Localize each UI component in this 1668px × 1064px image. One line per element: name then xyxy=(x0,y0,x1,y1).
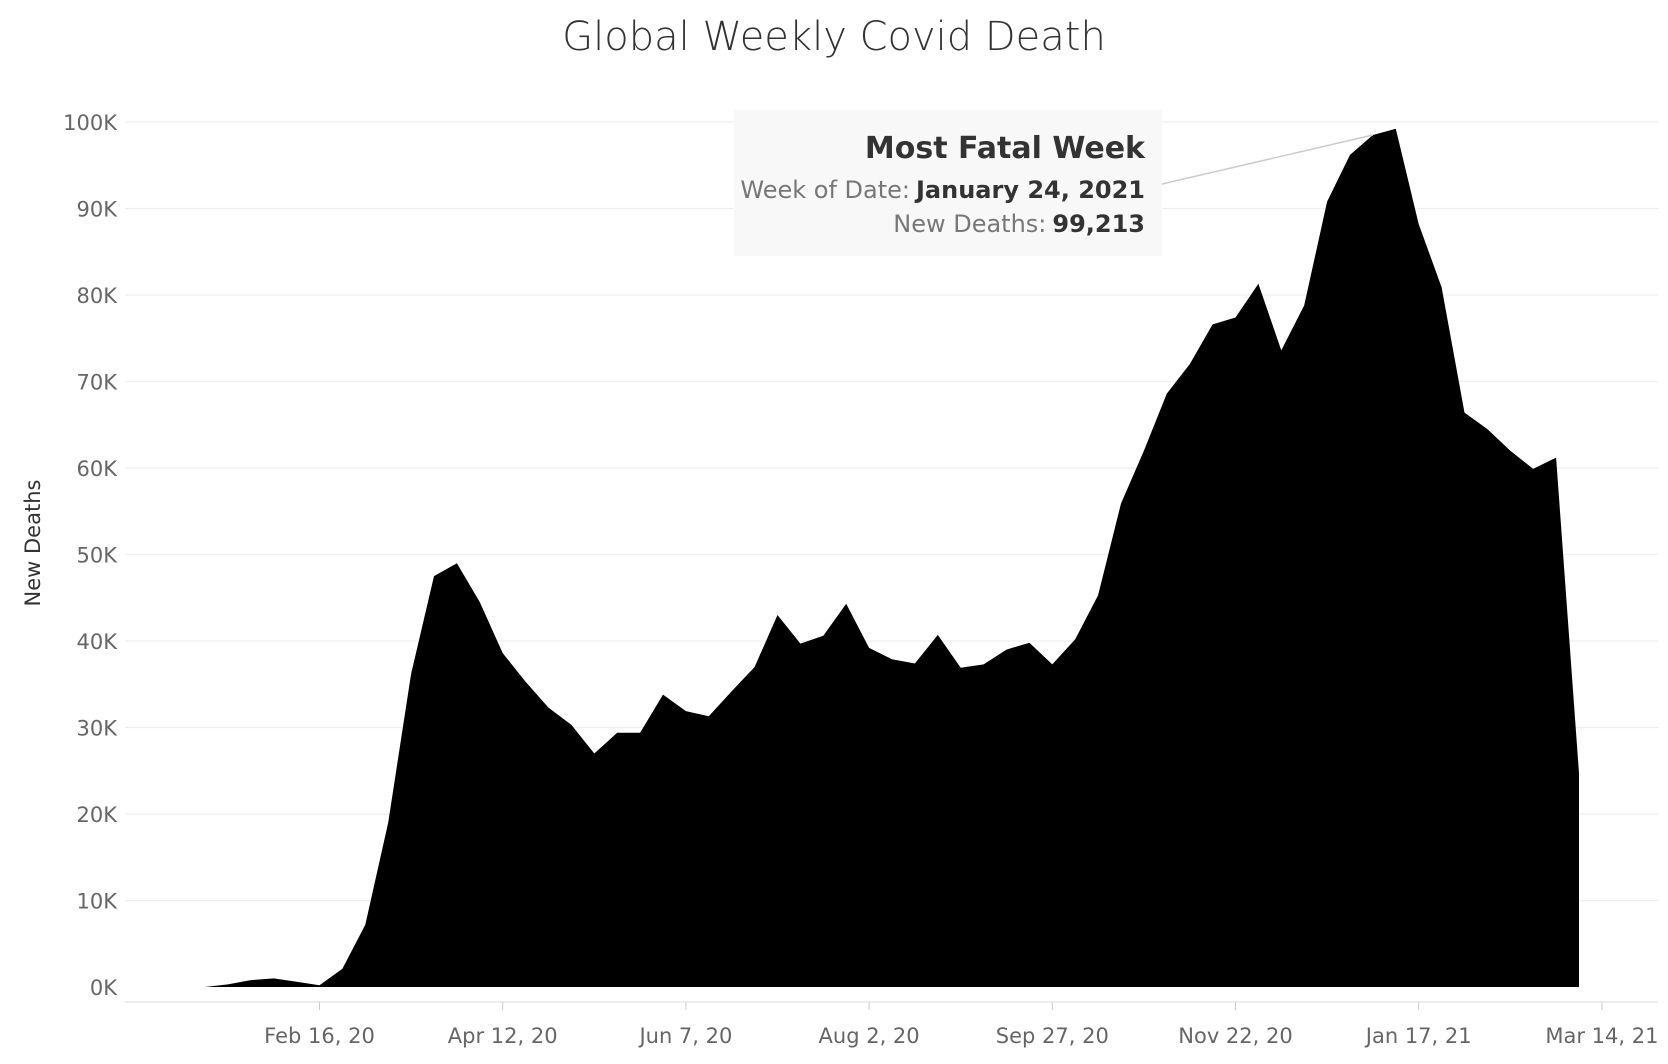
data-point xyxy=(547,706,551,710)
data-point xyxy=(753,665,757,669)
x-tick-label: Nov 22, 20 xyxy=(1178,1024,1292,1048)
data-point xyxy=(776,613,780,617)
x-tick-label: Sep 27, 20 xyxy=(996,1024,1109,1048)
tooltip-date-value: January 24, 2021 xyxy=(914,176,1145,204)
annotation-tooltip: Most Fatal Week Week of Date: January 24,… xyxy=(734,110,1374,256)
tooltip-deaths-value: 99,213 xyxy=(1052,210,1145,238)
data-point xyxy=(1234,316,1238,320)
data-point xyxy=(340,967,344,971)
data-point xyxy=(592,752,596,756)
y-tick-label: 50K xyxy=(77,544,119,568)
data-point xyxy=(409,672,413,676)
data-point xyxy=(867,646,871,650)
data-point xyxy=(959,666,963,670)
data-point xyxy=(982,662,986,666)
data-point xyxy=(295,980,299,984)
data-point xyxy=(1531,467,1535,471)
y-tick-label: 30K xyxy=(77,717,119,741)
data-point xyxy=(1073,637,1077,641)
data-point xyxy=(249,978,253,982)
y-tick-label: 60K xyxy=(77,457,119,481)
chart-title: Global Weekly Covid Death xyxy=(562,14,1106,60)
y-tick-label: 10K xyxy=(77,890,119,914)
data-point xyxy=(730,689,734,693)
data-point xyxy=(1096,593,1100,597)
data-point xyxy=(1256,282,1260,286)
data-point xyxy=(501,651,505,655)
tooltip-date-label: Week of Date: xyxy=(740,176,910,204)
y-tick-label: 80K xyxy=(77,284,119,308)
tooltip-date-line: Week of Date: January 24, 2021 xyxy=(740,176,1145,204)
y-tick-label: 70K xyxy=(77,371,119,395)
data-point xyxy=(1027,641,1031,645)
data-point xyxy=(1394,127,1398,131)
data-point xyxy=(1050,662,1054,666)
y-tick-label: 0K xyxy=(90,976,118,1000)
data-point xyxy=(913,662,917,666)
data-point xyxy=(1554,456,1558,460)
data-point xyxy=(1188,362,1192,366)
data-point xyxy=(569,723,573,727)
data-point xyxy=(890,657,894,661)
data-point xyxy=(844,602,848,606)
data-point xyxy=(1348,153,1352,157)
tooltip-leader-line xyxy=(1161,134,1374,185)
data-point xyxy=(432,574,436,578)
data-point xyxy=(1440,285,1444,289)
deaths-area xyxy=(205,128,1579,988)
data-point xyxy=(226,982,230,986)
data-point xyxy=(1279,348,1283,352)
data-point xyxy=(203,985,207,989)
data-point xyxy=(386,821,390,825)
y-axis: 0K 10K 20K 30K 40K 50K 60K 70K 80K 90K 100K xyxy=(63,111,118,1000)
data-point xyxy=(272,976,276,980)
data-point xyxy=(1577,771,1581,775)
data-point xyxy=(1142,449,1146,453)
data-point xyxy=(478,600,482,604)
data-point xyxy=(455,561,459,565)
data-point xyxy=(615,731,619,735)
data-point xyxy=(524,680,528,684)
x-tick-label: Jun 7, 20 xyxy=(637,1024,732,1048)
x-tick-label: Feb 16, 20 xyxy=(264,1024,375,1048)
x-tick-label: Jan 17, 21 xyxy=(1364,1024,1472,1048)
data-point xyxy=(1485,427,1489,431)
x-tick-label: Aug 2, 20 xyxy=(819,1024,920,1048)
x-axis: Feb 16, 20 Apr 12, 20 Jun 7, 20 Aug 2, 20 Se… xyxy=(264,1002,1658,1048)
x-tick-label: Mar 14, 21 xyxy=(1545,1024,1658,1048)
data-point xyxy=(638,731,642,735)
data-point xyxy=(363,923,367,927)
data-point xyxy=(1463,411,1467,415)
data-point xyxy=(684,709,688,713)
data-point xyxy=(798,642,802,646)
y-axis-label: New Deaths xyxy=(21,480,45,607)
tooltip-deaths-line: New Deaths: 99,213 xyxy=(893,210,1145,238)
x-tick-label: Apr 12, 20 xyxy=(448,1024,558,1048)
data-point xyxy=(707,714,711,718)
y-tick-label: 20K xyxy=(77,803,119,827)
data-point xyxy=(1325,200,1329,204)
data-point xyxy=(936,633,940,637)
tooltip-title: Most Fatal Week xyxy=(865,131,1146,166)
data-point xyxy=(318,983,322,987)
y-tick-label: 40K xyxy=(77,630,119,654)
data-point xyxy=(1302,303,1306,307)
data-point xyxy=(1005,648,1009,652)
data-point xyxy=(1417,222,1421,226)
data-point xyxy=(1165,392,1169,396)
tooltip-deaths-label: New Deaths: xyxy=(893,210,1046,238)
data-point xyxy=(1211,322,1215,326)
data-point xyxy=(821,634,825,638)
tooltip-box xyxy=(734,110,1162,256)
data-point xyxy=(1508,449,1512,453)
y-tick-label: 100K xyxy=(63,111,118,135)
data-point xyxy=(661,693,665,697)
data-point xyxy=(1119,502,1123,506)
y-tick-label: 90K xyxy=(77,198,119,222)
